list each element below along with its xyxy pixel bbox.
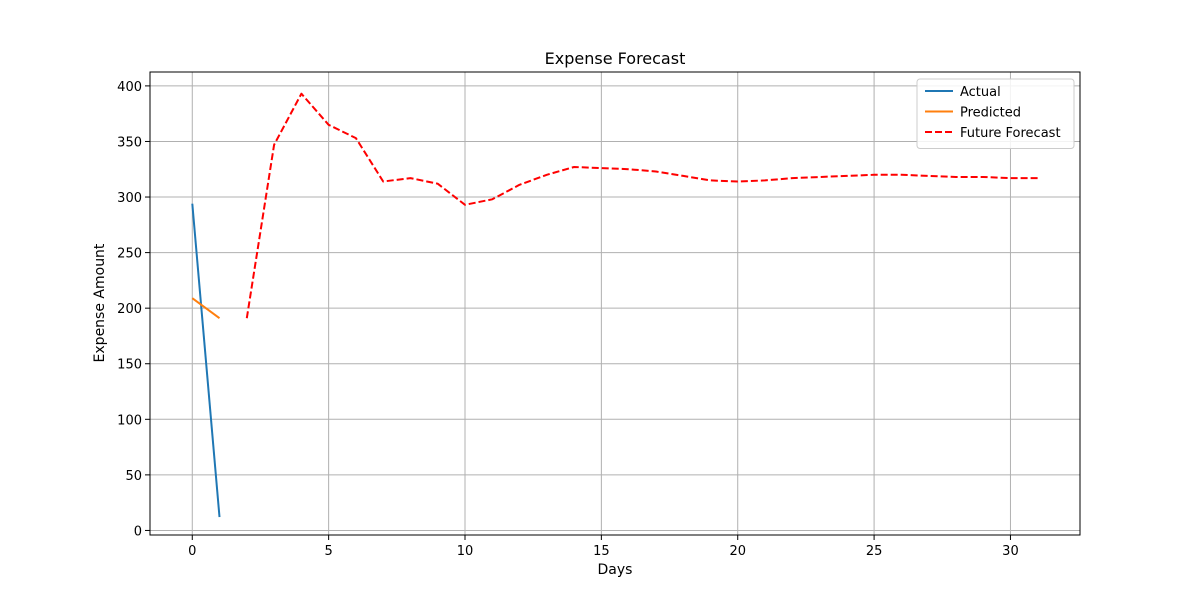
x-tick-label: 30 [1002,544,1019,559]
legend: Actual Predicted Future Forecast [916,78,1075,149]
legend-label: Predicted [960,106,1021,121]
y-axis-label: Expense Amount [92,243,108,362]
y-tick-label: 250 [117,247,142,262]
x-axis-label: Days [598,562,633,578]
legend-label: Future Forecast [960,126,1061,141]
chart-title: Expense Forecast [545,49,686,68]
x-tick-label: 10 [457,544,474,559]
plot-frame [149,71,1081,536]
grid-layer [150,72,1080,535]
y-tick-label: 200 [117,302,142,317]
x-tick-label: 0 [188,544,196,559]
y-tick-label: 150 [117,358,142,373]
series-line-predicted [191,297,221,320]
series-layer [191,92,1038,518]
y-tick-label: 0 [134,524,142,539]
y-tick-label: 100 [117,413,142,428]
y-tick-label: 50 [125,469,142,484]
y-tick-label: 400 [117,80,142,95]
legend-box [916,78,1075,149]
series-line-future-forecast [245,92,1038,319]
x-tick-label: 25 [866,544,883,559]
x-tick-label: 20 [729,544,746,559]
x-tick-label: 5 [324,544,332,559]
series-line-actual [191,203,221,518]
legend-label: Actual [960,85,1001,100]
x-tick-label: 15 [593,544,610,559]
y-tick-label: 300 [117,191,142,206]
y-tick-label: 350 [117,135,142,150]
